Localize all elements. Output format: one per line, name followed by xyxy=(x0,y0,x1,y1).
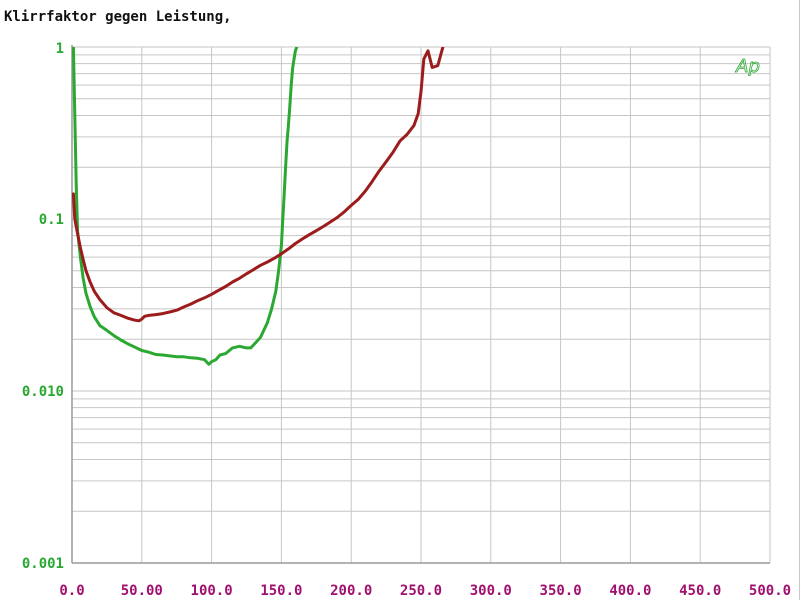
y-tick-label: 0.1 xyxy=(39,212,64,228)
x-tick-label: 300.0 xyxy=(470,583,512,599)
x-tick-label: 400.0 xyxy=(609,583,651,599)
x-tick-label: 150.0 xyxy=(260,583,302,599)
axes xyxy=(71,45,770,564)
series-line-1 xyxy=(72,47,299,366)
grid xyxy=(71,46,771,564)
x-tick-label: 200.0 xyxy=(330,583,372,599)
y-tick-label: 1 xyxy=(56,41,64,57)
series-line-2 xyxy=(72,47,445,323)
y-tick-label: 0.001 xyxy=(22,556,64,572)
x-tick-label: 450.0 xyxy=(679,583,721,599)
ap-watermark-logo: Ap xyxy=(735,56,760,77)
x-tick-label: 350.0 xyxy=(540,583,582,599)
x-tick-label: 50.00 xyxy=(121,583,163,599)
series-lines xyxy=(72,47,445,366)
x-tick-label: 500.0 xyxy=(749,583,791,599)
tick-labels: 0.0 50.00 100.0 150.0 200.0 250.0 300.0 350.0 40… xyxy=(22,41,791,599)
x-tick-label: 250.0 xyxy=(400,583,442,599)
x-tick-label: 100.0 xyxy=(191,583,233,599)
chart-title: Klirrfaktor gegen Leistung, xyxy=(4,9,232,25)
y-tick-label: 0.010 xyxy=(22,384,64,400)
x-tick-label: 0.0 xyxy=(59,583,84,599)
